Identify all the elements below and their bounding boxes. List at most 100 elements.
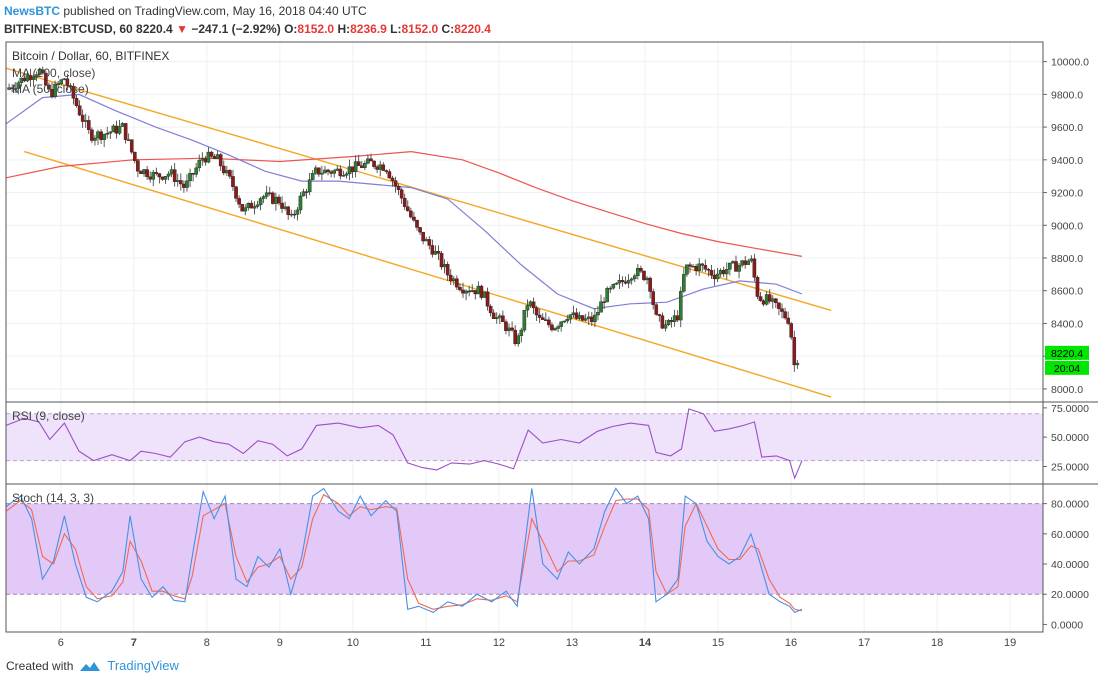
candle-down [77, 105, 82, 116]
candle-up [274, 196, 278, 204]
candle-up [307, 179, 312, 193]
down-arrow-icon: ▼ [176, 22, 188, 36]
stoch-d-line [5, 493, 803, 612]
x-tick-label: 8 [204, 637, 210, 649]
candle-up [332, 170, 336, 174]
y-tick-label: 8400.0 [1051, 318, 1083, 330]
candle-up [93, 137, 97, 141]
candle-up [175, 180, 180, 182]
candle-down [160, 176, 165, 180]
stoch-tick-label: 60.0000 [1051, 529, 1089, 541]
candle-down [90, 129, 94, 141]
candle-up [764, 294, 769, 305]
candle-down [761, 300, 766, 305]
candle-down [139, 171, 143, 174]
candle-down [580, 315, 585, 321]
publisher-name[interactable]: NewsBTC [4, 4, 61, 18]
candle-up [577, 315, 582, 319]
candle-down [384, 170, 389, 172]
candle-up [611, 283, 616, 289]
candle-down [179, 180, 183, 185]
candle-up [746, 260, 751, 265]
candle-down [513, 329, 517, 344]
candle-up [516, 335, 521, 344]
candle-up [255, 204, 260, 207]
candle-down [743, 260, 747, 265]
candle-down [41, 69, 45, 74]
candle-down [329, 171, 333, 174]
candle-down [590, 316, 594, 323]
candle-down [774, 298, 778, 304]
candle-up [645, 277, 649, 281]
candle-down [65, 78, 70, 86]
candle-down [136, 160, 140, 172]
candle-down [501, 315, 505, 323]
rsi-tick-label: 75.0000 [1051, 403, 1089, 415]
candle-down [191, 173, 195, 175]
candle-up [728, 262, 732, 270]
candle-up [442, 264, 447, 268]
last-price: 8220.4 [136, 22, 173, 36]
rsi-line [5, 408, 803, 480]
candle-down [448, 274, 453, 281]
candle-down [277, 196, 281, 204]
candle-up [678, 291, 683, 321]
candle-down [777, 302, 781, 309]
candle-up [494, 317, 499, 319]
candle-up [283, 206, 287, 209]
tradingview-link[interactable]: TradingView [107, 658, 179, 673]
x-tick-label: 19 [1004, 637, 1016, 649]
candle-down [734, 261, 738, 272]
candle-up [335, 168, 340, 171]
candle-up [599, 301, 603, 313]
candle-up [528, 301, 533, 306]
footer: Created with TradingView [6, 658, 179, 673]
candle-up [605, 288, 609, 303]
candle-down [154, 172, 159, 174]
candle-up [200, 158, 205, 161]
close-label: C: [441, 22, 455, 36]
candle-down [458, 286, 462, 291]
x-tick-label: 6 [58, 637, 64, 649]
candle-up [749, 258, 754, 262]
candle-down [783, 311, 787, 319]
y-tick-label: 9000.0 [1051, 220, 1083, 232]
candle-up [737, 264, 741, 272]
candle-up [301, 191, 306, 197]
open-label: O: [284, 22, 298, 36]
tradingview-logo-icon[interactable] [79, 659, 101, 673]
candle-up [525, 305, 530, 311]
candle-down [133, 151, 137, 161]
candle-up [163, 176, 168, 180]
candle-down [706, 269, 711, 271]
candle-down [338, 168, 343, 177]
y-tick-label: 9800.0 [1051, 89, 1083, 101]
ma200-label: MA (200, close) [12, 66, 95, 80]
candle-up [672, 315, 677, 322]
candle-down [221, 165, 226, 174]
countdown-tag-label: 20:04 [1054, 363, 1080, 375]
price-change: −247.1 (−2.92%) [191, 22, 281, 36]
candle-down [317, 167, 321, 175]
candle-up [31, 76, 36, 80]
candle-up [188, 173, 192, 182]
candle-up [252, 206, 257, 209]
candle-down [531, 301, 536, 309]
x-tick-label: 15 [712, 637, 724, 649]
candle-up [593, 314, 597, 323]
candle-up [470, 290, 475, 292]
candle-down [47, 84, 51, 90]
candle-down [240, 204, 244, 212]
candle-down [212, 156, 217, 159]
candle-down [660, 315, 665, 329]
candle-up [363, 163, 367, 168]
candle-up [102, 134, 106, 140]
candle-down [547, 319, 551, 326]
candle-down [642, 270, 646, 281]
candle-down [755, 277, 760, 297]
candle-up [194, 167, 198, 175]
candle-down [712, 274, 717, 280]
candle-down [537, 314, 542, 318]
candle-down [540, 317, 545, 320]
candle-up [614, 282, 619, 285]
